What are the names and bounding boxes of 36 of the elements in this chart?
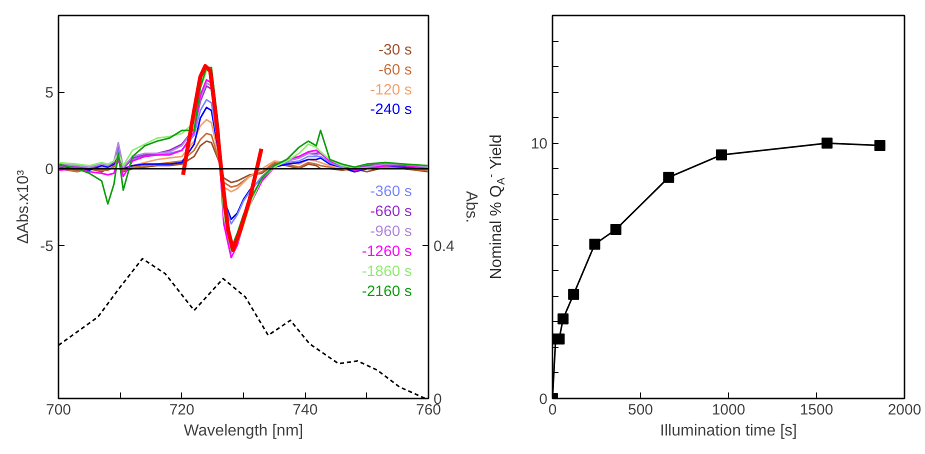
x-tick-label: 700: [46, 402, 72, 418]
x-tick-label: 1500: [800, 402, 834, 418]
x-tick-label: 1000: [712, 402, 746, 418]
point: [558, 313, 569, 324]
point: [589, 238, 600, 250]
y-tick-label: -5: [40, 238, 54, 255]
text: -1260 s: [362, 242, 412, 260]
y-tick-label: 0: [45, 161, 54, 178]
x-tick-label: 500: [628, 402, 654, 418]
y-axis-title: ΔAbs.x10³: [15, 169, 32, 244]
point: [874, 140, 886, 151]
x-tick-label: 720: [169, 402, 194, 418]
y2-tick-label: 0.4: [434, 238, 454, 255]
text: -60 s: [378, 61, 412, 78]
point: [716, 149, 727, 160]
text: -240 s: [370, 101, 412, 118]
y-tick-label: 5: [45, 84, 54, 102]
x-axis-title: Wavelength [nm]: [184, 422, 304, 440]
x-axis-title: Illumination time [s]: [660, 422, 797, 440]
y-tick-label: 10: [530, 136, 548, 153]
point: [610, 224, 622, 235]
line-series: [181, 64, 264, 252]
text: -30 s: [378, 41, 412, 58]
x-tick-label: 740: [292, 402, 318, 418]
text: -120 s: [370, 81, 412, 98]
text: -1860 s: [362, 262, 412, 280]
text: -960 s: [370, 223, 412, 240]
point: [568, 288, 580, 300]
y2-axis-title: Abs.: [462, 190, 480, 224]
y-axis-title: Nominal % QA- Yield: [486, 134, 508, 280]
point: [663, 172, 674, 183]
text: -660 s: [370, 203, 412, 220]
text: -2160 s: [362, 282, 412, 300]
point: [822, 138, 833, 149]
series-label: -360 s: [370, 183, 412, 200]
x-tick-label: 2000: [888, 402, 922, 418]
